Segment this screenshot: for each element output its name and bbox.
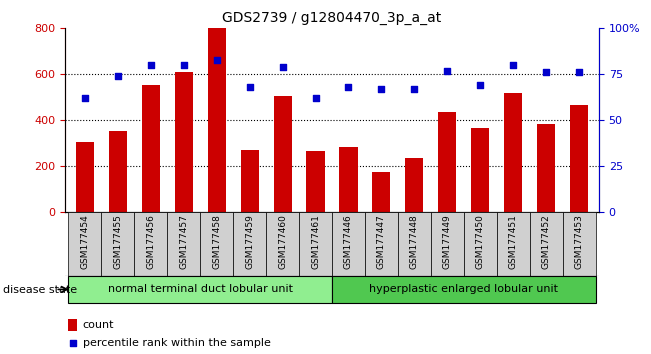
Bar [68,319,77,331]
Text: GSM177457: GSM177457 [179,214,188,269]
Bar [530,212,562,276]
Bar [109,131,127,212]
Bar [273,96,292,212]
Text: GSM177451: GSM177451 [508,214,518,269]
Point [244,84,255,90]
Text: percentile rank within the sample: percentile rank within the sample [83,338,271,348]
Point [277,64,288,70]
Text: GSM177461: GSM177461 [311,214,320,269]
Text: GSM177448: GSM177448 [410,214,419,269]
Bar [438,112,456,212]
Bar [233,212,266,276]
Point [146,62,156,68]
Text: GSM177455: GSM177455 [113,214,122,269]
Bar [464,212,497,276]
Bar [431,212,464,276]
Text: GSM177459: GSM177459 [245,214,254,269]
Bar [372,172,391,212]
Text: GSM177458: GSM177458 [212,214,221,269]
Text: disease state: disease state [3,285,77,295]
Bar [76,142,94,212]
Point [212,57,222,62]
Point [541,70,551,75]
Bar [299,212,332,276]
Bar [504,93,522,212]
Bar [208,28,226,212]
Bar [537,124,555,212]
Bar [307,152,325,212]
Point [113,73,123,79]
Point [178,62,189,68]
Bar [339,147,357,212]
Bar [201,212,233,276]
Text: GSM177460: GSM177460 [278,214,287,269]
Bar [266,212,299,276]
Title: GDS2739 / g12804470_3p_a_at: GDS2739 / g12804470_3p_a_at [223,11,441,24]
Point [475,82,486,88]
Bar [68,212,102,276]
Bar [241,150,258,212]
Text: GSM177450: GSM177450 [476,214,485,269]
Bar [68,276,332,303]
Text: hyperplastic enlarged lobular unit: hyperplastic enlarged lobular unit [369,284,559,295]
Bar [365,212,398,276]
Bar [497,212,530,276]
Bar [167,212,201,276]
Bar [174,72,193,212]
Bar [102,212,134,276]
Text: GSM177454: GSM177454 [80,214,89,269]
Bar [570,105,589,212]
Point [395,259,405,265]
Bar [332,212,365,276]
Text: GSM177446: GSM177446 [344,214,353,269]
Point [79,96,90,101]
Bar [142,85,160,212]
Bar [398,212,431,276]
Text: GSM177456: GSM177456 [146,214,156,269]
Text: GSM177447: GSM177447 [377,214,386,269]
Bar [134,212,167,276]
Bar [332,276,596,303]
Bar [471,129,490,212]
Bar [562,212,596,276]
Point [311,96,321,101]
Text: normal terminal duct lobular unit: normal terminal duct lobular unit [107,284,293,295]
Point [409,86,420,92]
Point [508,62,518,68]
Point [343,84,353,90]
Text: GSM177453: GSM177453 [575,214,584,269]
Text: GSM177452: GSM177452 [542,214,551,269]
Point [376,86,387,92]
Bar [406,158,423,212]
Point [442,68,452,74]
Text: count: count [83,320,114,330]
Text: GSM177449: GSM177449 [443,214,452,269]
Point [574,70,585,75]
